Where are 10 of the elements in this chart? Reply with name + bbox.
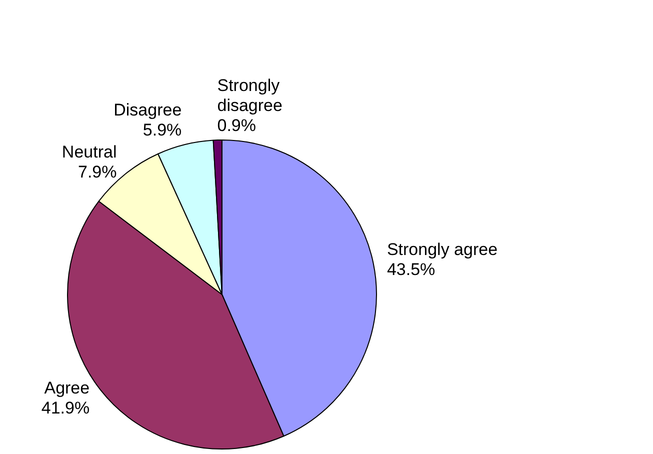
data-label: 41.9% bbox=[41, 398, 90, 418]
data-label: 7.9% bbox=[78, 162, 117, 182]
slice-label: Neutral bbox=[62, 142, 117, 162]
slice-label: Strongly agree bbox=[386, 240, 498, 259]
data-label: 43.5% bbox=[386, 260, 436, 279]
slice-label: Agree bbox=[44, 378, 90, 398]
data-label: 5.9% bbox=[142, 120, 182, 140]
slice-label: Disagree bbox=[114, 100, 182, 120]
data-label: 0.9% bbox=[217, 116, 256, 135]
slice-label: Strongly disagree bbox=[217, 76, 282, 115]
